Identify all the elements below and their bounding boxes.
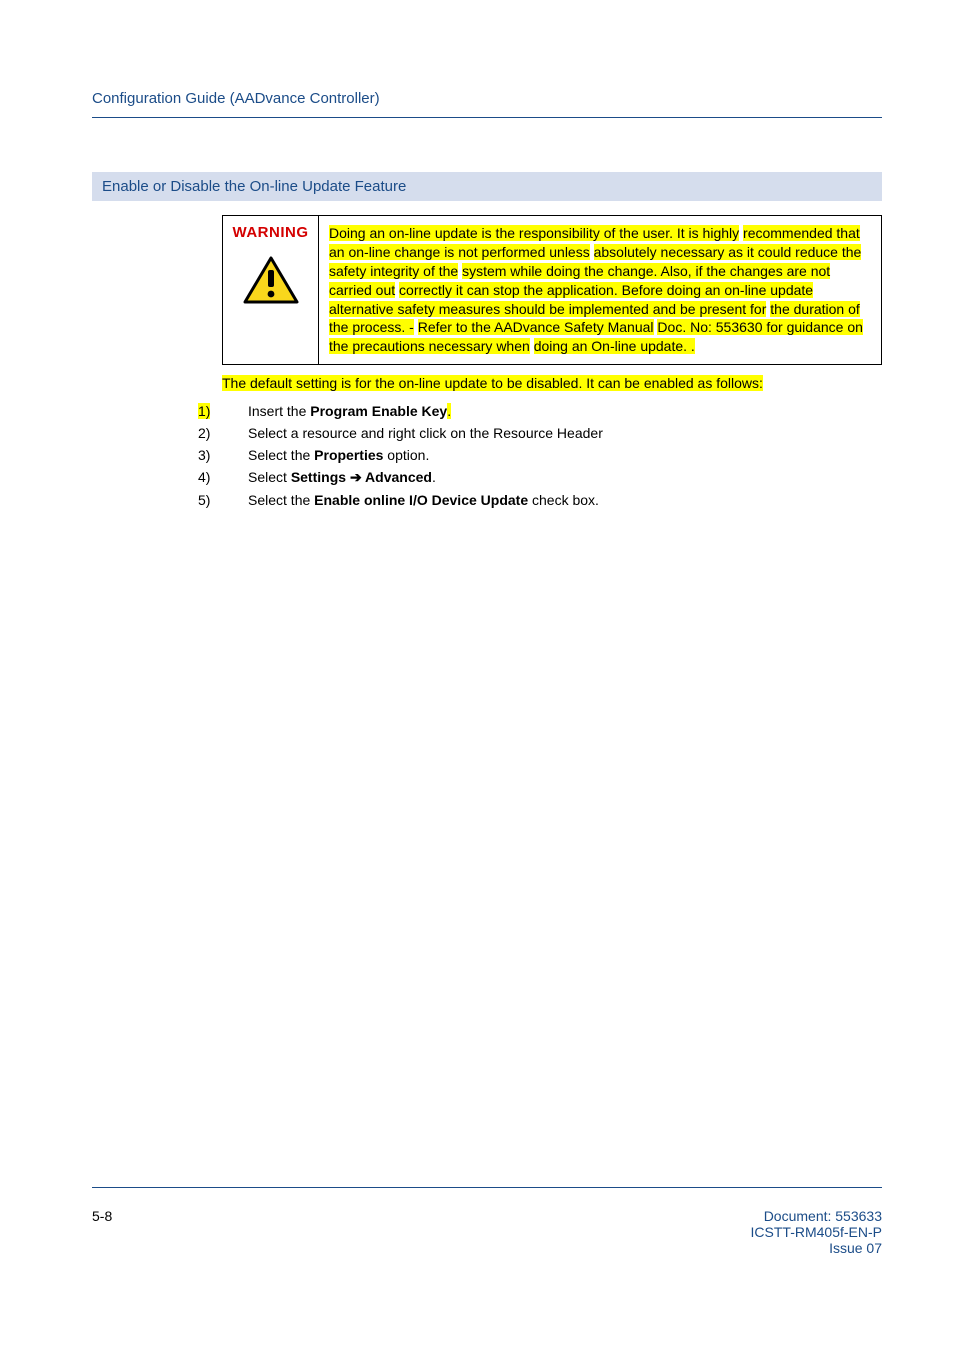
section-heading-band: Enable or Disable the On-line Update Fea… — [92, 172, 882, 201]
default-setting-line: The default setting is for the on-line u… — [222, 375, 882, 391]
content-indent: WARNING Doing an on-line update is the r… — [222, 215, 882, 508]
footer-doc: Document: 553633 — [764, 1208, 882, 1224]
steps-list: 1)Insert the Program Enable Key. 2)Select… — [222, 403, 882, 508]
page-number: 5-8 — [92, 1208, 112, 1224]
warning-label: WARNING — [229, 224, 312, 241]
running-header: Configuration Guide (AADvance Controller… — [92, 90, 882, 107]
warning-triangle-icon — [242, 255, 300, 305]
header-rule — [92, 117, 882, 118]
warning-box: WARNING Doing an on-line update is the r… — [222, 215, 882, 365]
step-item: 2)Select a resource and right click on t… — [226, 425, 882, 441]
step-item: 3)Select the Properties option. — [226, 447, 882, 463]
footer-issue: Issue 07 — [829, 1240, 882, 1256]
footer-right: Document: 553633 ICSTT-RM405f-EN-P Issue… — [751, 1208, 882, 1256]
warning-body: Doing an on-line update is the responsib… — [319, 216, 882, 365]
step-item: 1)Insert the Program Enable Key. — [226, 403, 882, 419]
warning-label-cell: WARNING — [223, 216, 319, 365]
page: Configuration Guide (AADvance Controller… — [0, 0, 954, 1290]
footer: 5-8 Document: 553633 ICSTT-RM405f-EN-P I… — [92, 1179, 882, 1256]
step-item: 4)Select Settings ➔ Advanced. — [226, 469, 882, 486]
footer-rule — [92, 1187, 882, 1188]
section-title: Enable or Disable the On-line Update Fea… — [102, 178, 872, 195]
footer-code: ICSTT-RM405f-EN-P — [751, 1224, 882, 1240]
step-item: 5)Select the Enable online I/O Device Up… — [226, 492, 882, 508]
